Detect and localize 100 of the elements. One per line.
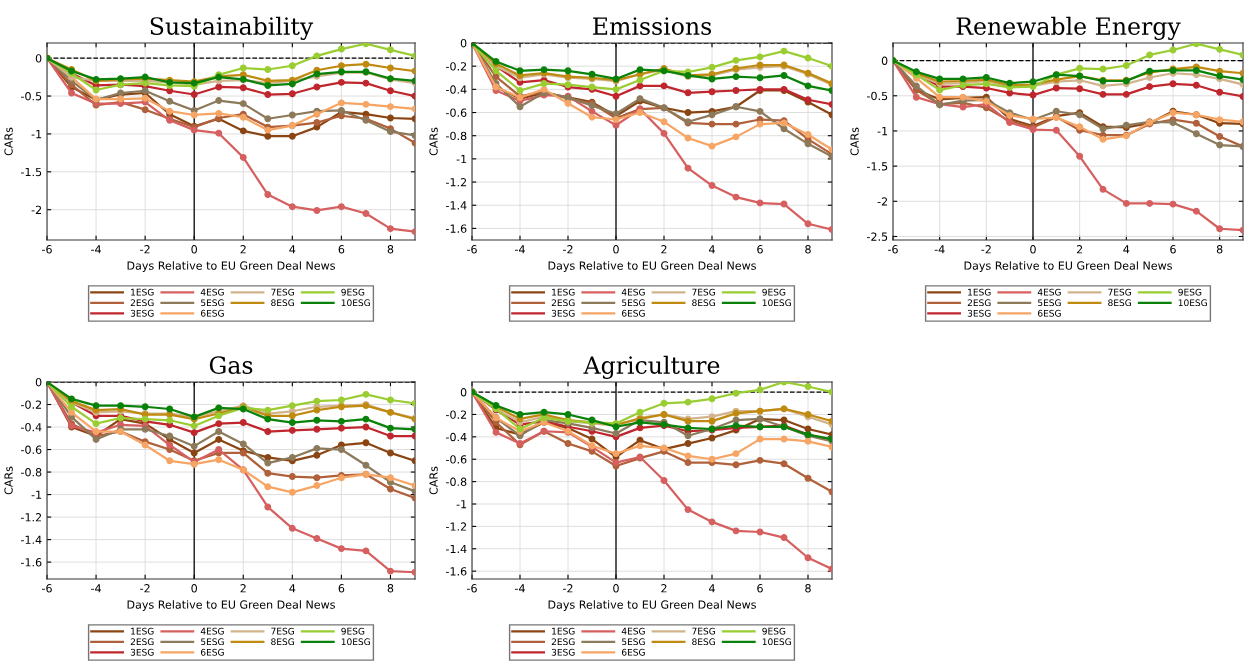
x-tick-label: 0 [613,245,619,254]
y-tick-label: -1 [456,155,467,164]
y-tick-label: -1.2 [446,178,467,187]
y-tick-label: -0.6 [21,445,42,454]
legend-label: 6ESG [621,309,645,317]
legend-label: 1ESG [552,627,575,635]
y-axis-title: CARs [429,466,438,495]
x-axis-title: Days Relative to EU Green Deal News [548,600,756,611]
x-tick-label: 0 [613,584,619,593]
legend-label: 1ESG [131,288,154,296]
legend-label: 1ESG [552,288,575,296]
x-tick-label: 4 [1123,245,1130,254]
legend-label: 8ESG [1108,299,1131,307]
x-tick-label: 2 [240,245,246,254]
x-tick-label: 8 [805,245,811,254]
y-axis-title: CARs [429,127,438,156]
legend-label: 6ESG [200,648,224,656]
y-tick-label: -0.8 [21,468,42,477]
legend-label: 3ESG [551,309,575,317]
y-tick-label: 0 [460,38,467,48]
y-tick-label: -1.6 [21,558,42,567]
legend-label: 9ESG [762,288,786,296]
x-axis-title: Days Relative to EU Green Deal News [127,600,335,611]
y-tick-label: -1.2 [446,522,467,531]
legend-label: 2ESG [130,638,154,646]
legend-label: 9ESG [341,288,365,296]
legend-label: 1ESG [131,627,154,635]
chart-title: Emissions [593,17,712,35]
legend-label: 4ESG [200,288,224,296]
legend-label: 4ESG [200,627,224,635]
x-tick-label: 6 [338,584,345,593]
legend-label: 10ESG [341,299,370,307]
y-tick-label: -1.5 [21,167,42,177]
x-tick-label: -4 [515,245,525,254]
x-tick-label: 8 [805,584,811,593]
x-tick-label: 8 [387,584,394,593]
x-tick-label: 4 [289,584,296,593]
legend-label: 3ESG [130,648,154,656]
x-tick-label: -4 [515,584,525,593]
legend-label: 1ESG [968,288,991,296]
legend-label: 2ESG [551,299,575,307]
legend-label: 3ESG [551,648,575,656]
legend-label: 7ESG [271,288,294,296]
x-tick-label: 4 [709,245,715,254]
x-tick-label: -2 [563,584,573,593]
legend-label: 10ESG [341,638,370,646]
y-tick-label: -0.4 [446,85,467,94]
legend-label: 10ESG [762,638,791,646]
legend-label: 3ESG [967,309,991,317]
legend-label: 5ESG [622,638,645,646]
chart-title: Agriculture [583,355,720,379]
legend-label: 5ESG [201,638,224,646]
x-tick-label: 8 [387,245,394,254]
y-tick-label: -1 [877,127,888,136]
x-axis-title: Days Relative to EU Green Deal News [127,261,335,272]
y-tick-label: -0.4 [21,423,42,432]
x-tick-label: 6 [757,245,763,254]
y-tick-label: -1 [31,490,42,499]
legend-label: 4ESG [1037,288,1061,296]
y-tick-label: -0.8 [446,477,467,486]
legend-label: 7ESG [692,288,715,296]
y-tick-label: -1.6 [446,224,467,233]
x-tick-label: -2 [981,245,991,254]
legend-label: 5ESG [201,299,224,307]
legend-label: 8ESG [692,299,715,307]
legend-label: 9ESG [341,627,365,635]
y-tick-label: -0.2 [446,62,467,71]
y-tick-label: -1 [456,500,467,509]
legend-label: 6ESG [621,648,645,656]
legend-label: 10ESG [762,299,791,307]
legend-label: 3ESG [130,309,154,317]
y-tick-label: -1.5 [867,162,888,171]
y-tick-label: -0.6 [446,455,467,464]
x-tick-label: 0 [191,584,197,593]
y-tick-label: -1.4 [446,544,467,553]
y-axis-title: CARs [850,127,859,156]
y-tick-label: -2 [877,197,888,206]
legend-label: 4ESG [621,288,645,296]
legend-label: 2ESG [551,638,575,646]
legend-label: 7ESG [271,627,294,635]
legend-label: 2ESG [130,299,154,307]
y-tick-label: -0.2 [21,400,42,409]
chart-title: Gas [209,356,253,374]
y-tick-label: -1.6 [446,567,467,576]
legend-label: 9ESG [762,627,786,635]
y-tick-label: -1 [31,130,42,139]
x-tick-label: 0 [191,245,197,254]
y-tick-label: -0.6 [446,108,467,117]
x-tick-label: -6 [42,245,52,254]
legend-label: 8ESG [271,299,294,307]
x-tick-label: -2 [563,245,573,254]
y-tick-label: 0 [460,388,467,397]
chart-title: Renewable Energy [956,16,1181,40]
x-tick-label: 8 [1216,245,1223,254]
legend-label: 4ESG [621,627,645,635]
y-tick-label: -2 [31,205,42,214]
legend-label: 10ESG [1178,299,1207,307]
y-tick-label: 0 [35,54,42,63]
y-tick-label: -1.4 [21,535,42,544]
x-tick-label: -2 [140,245,150,254]
